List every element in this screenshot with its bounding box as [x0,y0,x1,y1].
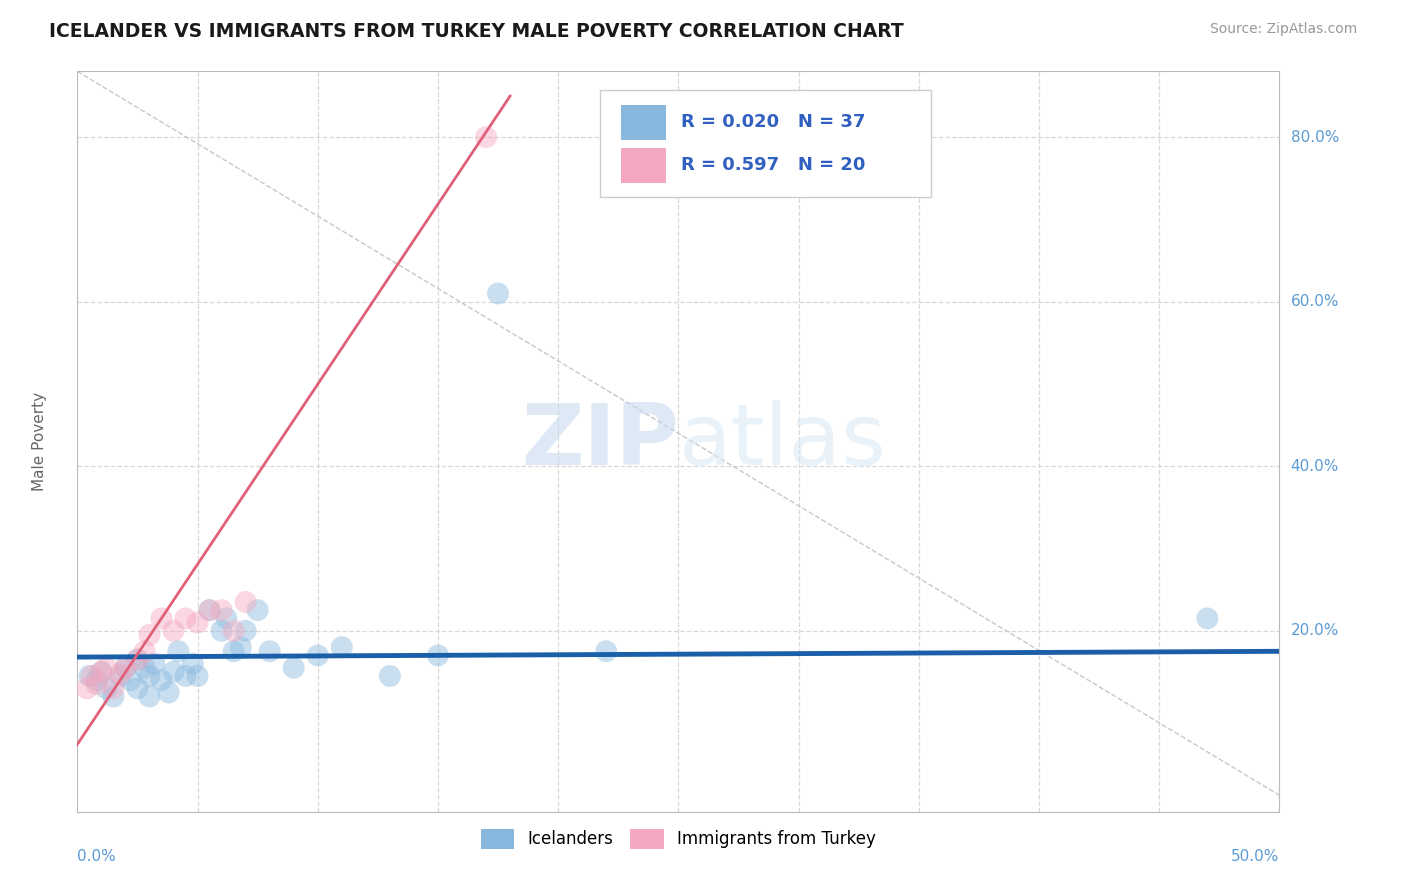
Point [229,640,252,655]
Legend: Icelanders, Immigrants from Turkey: Icelanders, Immigrants from Turkey [474,822,883,855]
Bar [620,104,666,140]
Point [90,665,112,679]
Point [174,669,197,683]
Point [134,661,156,675]
Point [76,681,98,696]
Point [127,681,149,696]
Point [475,130,498,145]
Point [246,603,269,617]
Point [486,286,509,301]
Point [222,644,245,658]
Point [1197,611,1219,625]
Point [259,644,281,658]
Point [138,690,160,704]
Point [222,624,245,638]
Text: 80.0%: 80.0% [1291,129,1339,145]
Point [86,677,108,691]
Point [595,644,617,658]
Text: 50.0%: 50.0% [1232,849,1279,863]
Point [150,611,173,625]
Point [307,648,329,663]
Text: R = 0.020   N = 37: R = 0.020 N = 37 [681,113,865,131]
Point [211,624,233,638]
Point [150,673,173,687]
Point [157,685,180,699]
Point [186,669,209,683]
Text: 0.0%: 0.0% [77,849,117,863]
Point [114,661,136,675]
FancyBboxPatch shape [600,90,931,197]
Text: 20.0%: 20.0% [1291,624,1339,639]
Text: ICELANDER VS IMMIGRANTS FROM TURKEY MALE POVERTY CORRELATION CHART: ICELANDER VS IMMIGRANTS FROM TURKEY MALE… [49,22,904,41]
Point [138,628,160,642]
Point [79,669,101,683]
Point [96,681,118,696]
Text: Source: ZipAtlas.com: Source: ZipAtlas.com [1209,22,1357,37]
Point [162,624,184,638]
Text: 40.0%: 40.0% [1291,458,1339,474]
Point [80,669,103,683]
Point [378,669,401,683]
Point [90,665,112,679]
Point [103,690,125,704]
Point [127,652,149,666]
Point [127,652,149,666]
Point [186,615,209,630]
Point [198,603,221,617]
Point [103,681,125,696]
Point [235,595,257,609]
Point [96,661,118,675]
Text: ZIP: ZIP [520,400,679,483]
Point [198,603,221,617]
Point [235,624,257,638]
Point [138,669,160,683]
Point [162,665,184,679]
Text: 60.0%: 60.0% [1291,294,1339,310]
Point [427,648,450,663]
Point [283,661,305,675]
Point [174,611,197,625]
Text: Male Poverty: Male Poverty [32,392,48,491]
Point [134,644,156,658]
Text: atlas: atlas [679,400,886,483]
Point [143,657,166,671]
Point [110,666,132,681]
Point [181,657,204,671]
Point [330,640,353,655]
Point [211,603,233,617]
Point [167,644,190,658]
Point [114,661,136,675]
Point [110,669,132,683]
Bar [620,147,666,183]
Point [86,673,108,687]
Text: R = 0.597   N = 20: R = 0.597 N = 20 [681,156,865,174]
Point [120,673,142,687]
Point [215,611,238,625]
